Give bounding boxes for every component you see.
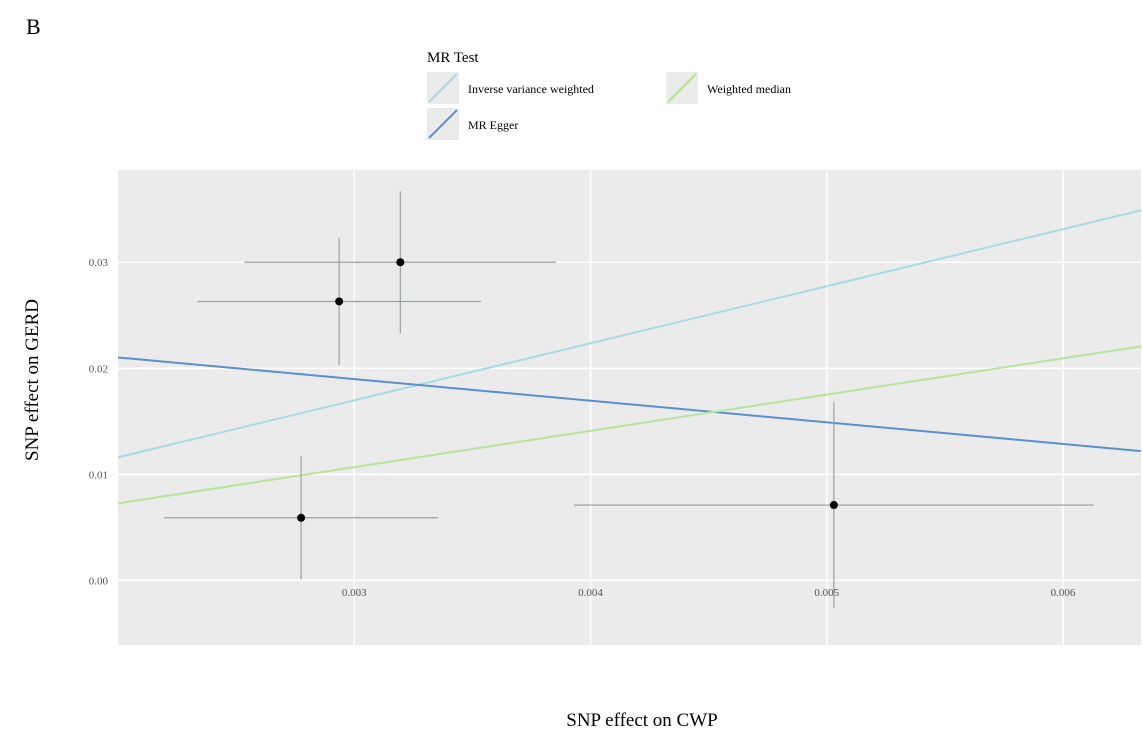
plot-panel xyxy=(118,170,1141,645)
panel-label: B xyxy=(26,14,41,39)
regression-line xyxy=(118,209,1141,459)
y-tick-label: 0.01 xyxy=(89,469,108,481)
legend-swatch xyxy=(428,73,458,103)
y-axis-title: SNP effect on GERD xyxy=(22,299,43,461)
x-tick-label: 0.004 xyxy=(578,587,603,599)
y-tick-label: 0.00 xyxy=(89,575,109,587)
legend-swatch xyxy=(428,109,458,139)
grid xyxy=(118,170,1141,645)
legend-label: MR Egger xyxy=(468,118,518,132)
marks xyxy=(118,191,1141,608)
point xyxy=(829,501,838,510)
regression-line xyxy=(118,356,1141,453)
legend-title: MR Test xyxy=(427,50,479,66)
legend: Inverse variance weighted MR Egger Weighte… xyxy=(427,72,791,140)
x-tick-label: 0.006 xyxy=(1051,587,1076,599)
x-tick-label: 0.003 xyxy=(342,587,367,599)
regression-line xyxy=(118,345,1141,505)
legend-label: Weighted median xyxy=(707,82,791,96)
y-tick-label: 0.02 xyxy=(89,363,108,375)
legend-swatch xyxy=(667,73,697,103)
x-tick-label: 0.005 xyxy=(814,587,839,599)
x-axis-title: SNP effect on CWP xyxy=(566,710,717,731)
point xyxy=(297,513,306,522)
line-layer xyxy=(118,209,1141,505)
point xyxy=(396,258,405,267)
point xyxy=(335,297,344,306)
y-tick-label: 0.03 xyxy=(89,257,109,269)
legend-label: Inverse variance weighted xyxy=(468,82,594,96)
